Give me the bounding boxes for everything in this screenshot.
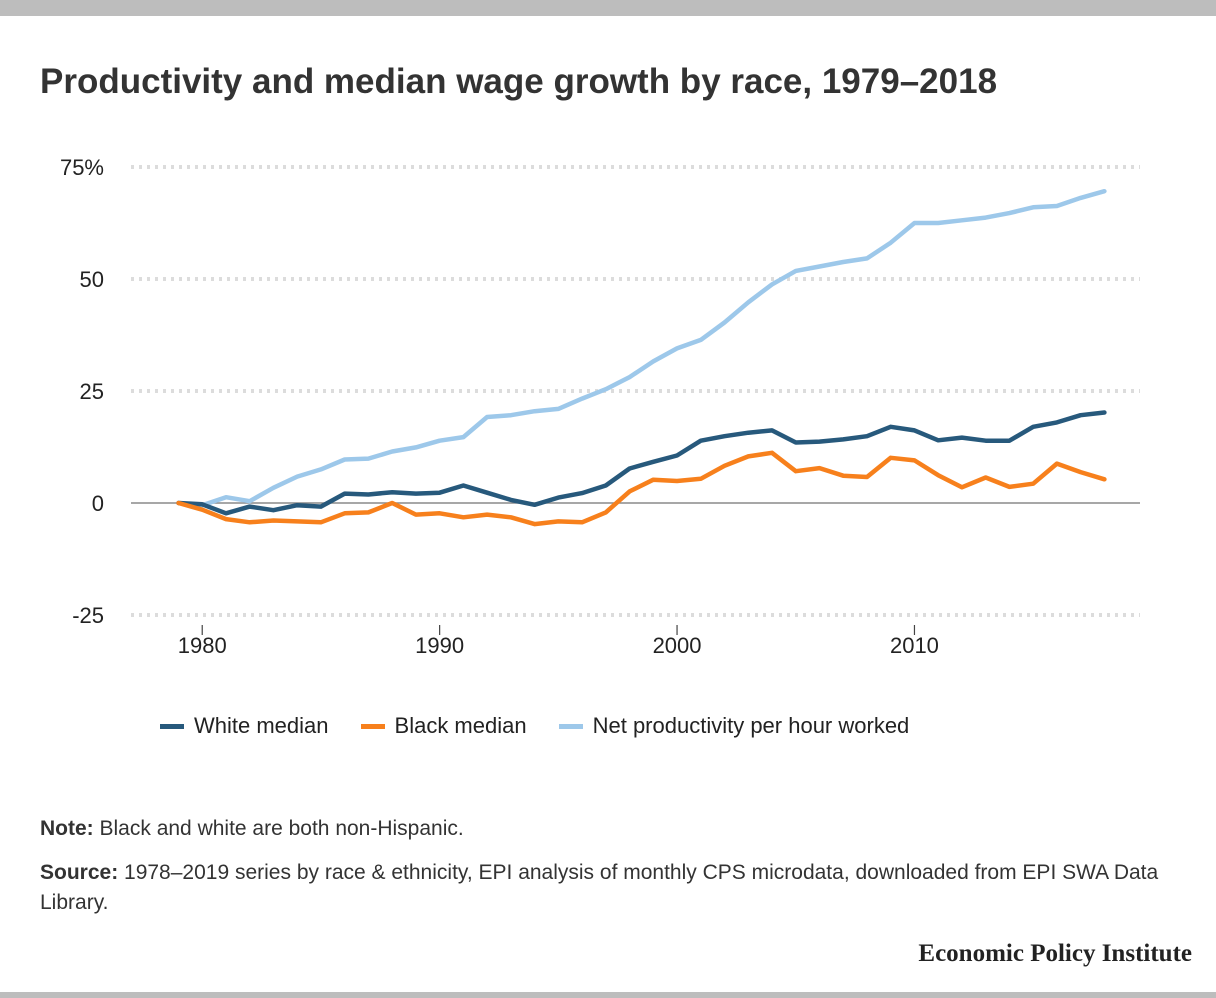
y-tick-label: -25 <box>72 603 104 628</box>
chart-legend: White median Black median Net productivity… <box>160 710 941 742</box>
series-line-net-productivity-per-hour-worked <box>176 188 1107 508</box>
legend-item-net-productivity-per-hour-worked: Net productivity per hour worked <box>558 713 910 739</box>
series-lines <box>176 188 1107 527</box>
bottom-border-bar <box>0 992 1216 998</box>
x-tick-label: 2000 <box>653 633 702 658</box>
legend-item-white-median: White median <box>160 713 329 739</box>
note-text: Black and white are both non-Hispanic. <box>93 817 464 840</box>
legend-item-black-median: Black median <box>360 713 527 739</box>
series-line-black-median <box>176 450 1107 527</box>
legend-label: Net productivity per hour worked <box>592 713 910 738</box>
legend-swatch <box>160 723 184 729</box>
y-tick-label: 25 <box>80 379 104 404</box>
chart-title: Productivity and median wage growth by r… <box>40 62 998 101</box>
x-tick-label: 2010 <box>890 633 939 658</box>
chart-note: Note: Black and white are both non-Hispa… <box>40 814 464 844</box>
line-chart: 75% 50 25 0 -25 1980 1990 2000 2010 <box>60 155 1140 658</box>
y-tick-label: 50 <box>80 267 104 292</box>
x-tick-label: 1990 <box>415 633 464 658</box>
note-label: Note: <box>40 817 94 840</box>
axes: 75% 50 25 0 -25 1980 1990 2000 2010 <box>60 155 939 658</box>
publisher-logo-text: Economic Policy Institute <box>918 940 1192 967</box>
legend-label: Black median <box>394 713 527 738</box>
top-border-bar <box>0 0 1216 16</box>
legend-swatch <box>558 723 583 729</box>
chart-source: Source: 1978–2019 series by race & ethni… <box>40 858 1170 918</box>
gridlines <box>131 165 1140 617</box>
source-text: 1978–2019 series by race & ethnicity, EP… <box>40 861 1159 914</box>
legend-label: White median <box>194 713 329 738</box>
y-tick-label: 75% <box>60 155 104 180</box>
y-tick-label: 0 <box>92 491 104 516</box>
source-label: Source: <box>40 861 119 884</box>
series-line-white-median <box>176 410 1107 516</box>
x-tick-label: 1980 <box>178 633 227 658</box>
legend-swatch <box>360 723 385 729</box>
